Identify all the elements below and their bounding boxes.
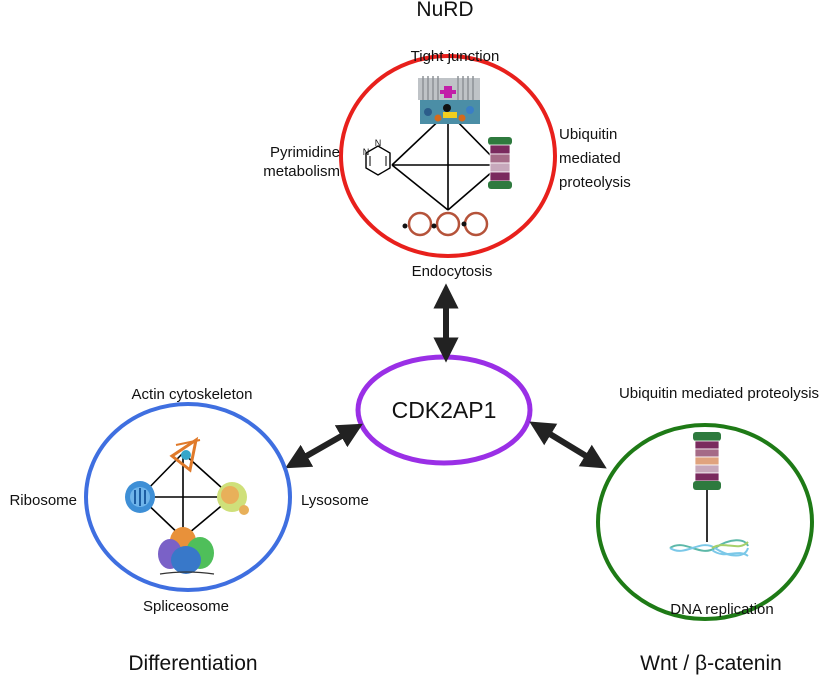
svg-text:N: N	[363, 147, 370, 157]
right-node-label-line1: Ubiquitin	[559, 126, 617, 143]
right-top-label: Ubiquitin mediated proteolysis	[619, 385, 819, 402]
left-bottom-label: Spliceosome	[143, 598, 229, 615]
right-caption: Wnt / β-catenin	[640, 652, 782, 675]
dna-icon	[669, 539, 749, 557]
svg-text:N: N	[375, 138, 382, 148]
left-right-label: Lysosome	[301, 492, 369, 509]
center-node-label: CDK2AP1	[392, 397, 497, 423]
right-bottom-label: DNA replication	[670, 601, 773, 618]
top-node-label: Tight junction	[411, 48, 500, 65]
right-cluster: Ubiquitin mediated proteolysis DNA repli…	[596, 385, 819, 621]
endocytosis-icon	[402, 211, 489, 237]
bottom-node-label: Endocytosis	[412, 263, 493, 280]
proteasome-icon-right	[693, 432, 721, 490]
top-title: NuRD	[416, 0, 473, 21]
top-cluster: Tight junction Pyrimidine metabolism Ubi…	[263, 48, 630, 280]
left-node-label-line1: Pyrimidine	[270, 144, 340, 161]
arrow-center-left	[285, 423, 363, 469]
left-top-label: Actin cytoskeleton	[132, 386, 253, 403]
left-cluster: Actin cytoskeleton Ribosome Lysosome Spl…	[9, 386, 368, 615]
left-cluster-ring	[84, 402, 292, 592]
lysosome-icon	[217, 482, 249, 515]
arrow-center-right	[529, 421, 607, 469]
left-caption: Differentiation	[128, 652, 257, 675]
right-cluster-ring	[596, 423, 814, 621]
proteasome-icon	[488, 137, 512, 189]
ribosome-icon	[125, 481, 155, 513]
spliceosome-icon	[158, 527, 215, 575]
top-network-lines	[391, 111, 501, 211]
top-cluster-ring	[339, 54, 557, 258]
right-node-label-line3: proteolysis	[559, 174, 631, 191]
actin-icon	[169, 436, 201, 473]
left-node-label-line2: metabolism	[263, 163, 340, 180]
left-left-label: Ribosome	[9, 492, 77, 509]
tight-junction-icon	[418, 76, 480, 124]
right-node-label-line2: mediated	[559, 150, 621, 167]
pyrimidine-icon: N N	[363, 138, 391, 176]
